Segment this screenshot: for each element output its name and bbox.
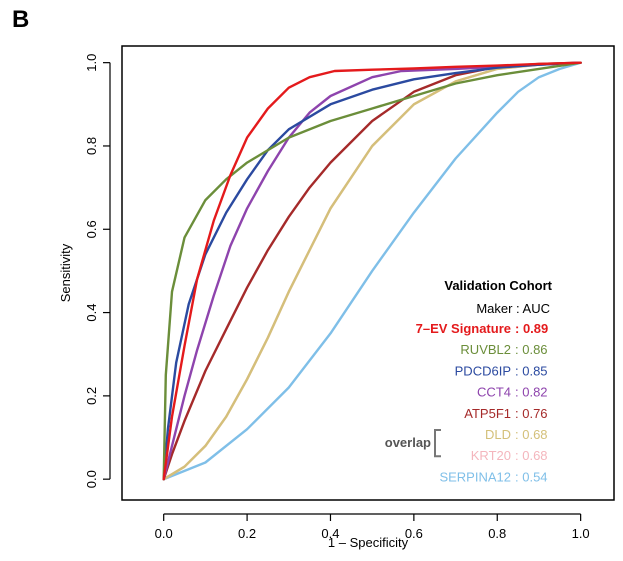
series-line-7-ev-signature [162,61,582,481]
legend-entry-auc: : 0.89 [515,321,548,336]
x-axis-label: 1 – Specificity [328,535,409,550]
y-tick-label: 1.0 [84,54,99,72]
panel-label: B [12,6,30,33]
plot-frame [121,45,615,501]
legend-entry-auc: : 0.82 [515,385,548,400]
legend-entry-auc: : 0.68 [515,448,548,463]
y-axis: 0.0 0.2 0.4 0.6 0.8 1.0 [84,54,111,488]
legend-header: Maker : AUC [476,301,550,316]
legend-entry-auc: : 0.85 [515,363,548,378]
x-tick-label: 0.2 [238,526,256,541]
legend-entry-auc: : 0.54 [515,469,548,484]
legend-title: Validation Cohort [444,278,552,293]
x-tick-label: 1.0 [572,526,590,541]
y-tick-label: 0.4 [84,304,99,322]
legend-entry-name: SERPINA12 [439,469,511,484]
legend-entry-name: RUVBL2 [460,342,511,357]
series-line-dld [162,61,582,481]
y-axis-label: Sensitivity [58,243,73,302]
legend-entry-auc: : 0.86 [515,342,548,357]
x-tick-label: 0.0 [155,526,173,541]
series-line-ruvbl2 [162,61,582,481]
legend-entry-name: CCT4 [477,385,511,400]
series-line-pdcd6ip [162,61,582,481]
series-line-serpina12 [162,61,582,481]
y-tick-label: 0.8 [84,137,99,155]
legend-entry-name: DLD [485,427,511,442]
legend-entry-name: 7–EV Signature [416,321,511,336]
series-lines [162,61,582,481]
x-axis: 0.0 0.2 0.4 0.6 0.8 1.0 [155,513,590,541]
y-tick-label: 0.0 [84,470,99,488]
overlap-label: overlap [385,435,431,450]
legend-entry-auc: : 0.76 [515,406,548,421]
y-tick-label: 0.2 [84,387,99,405]
legend-entry-auc: : 0.68 [515,427,548,442]
legend-entry-name: ATP5F1 [464,406,511,421]
x-tick-label: 0.8 [488,526,506,541]
overlap-bracket [434,429,441,458]
legend: Validation Cohort Maker : AUC 7–EV Signatu… [385,278,553,484]
y-tick-label: 0.6 [84,220,99,238]
x-tick-label: 0.6 [405,526,423,541]
legend-entry-name: KRT20 [471,448,511,463]
x-tick-label: 0.4 [321,526,339,541]
legend-entry-name: PDCD6IP [455,363,511,378]
